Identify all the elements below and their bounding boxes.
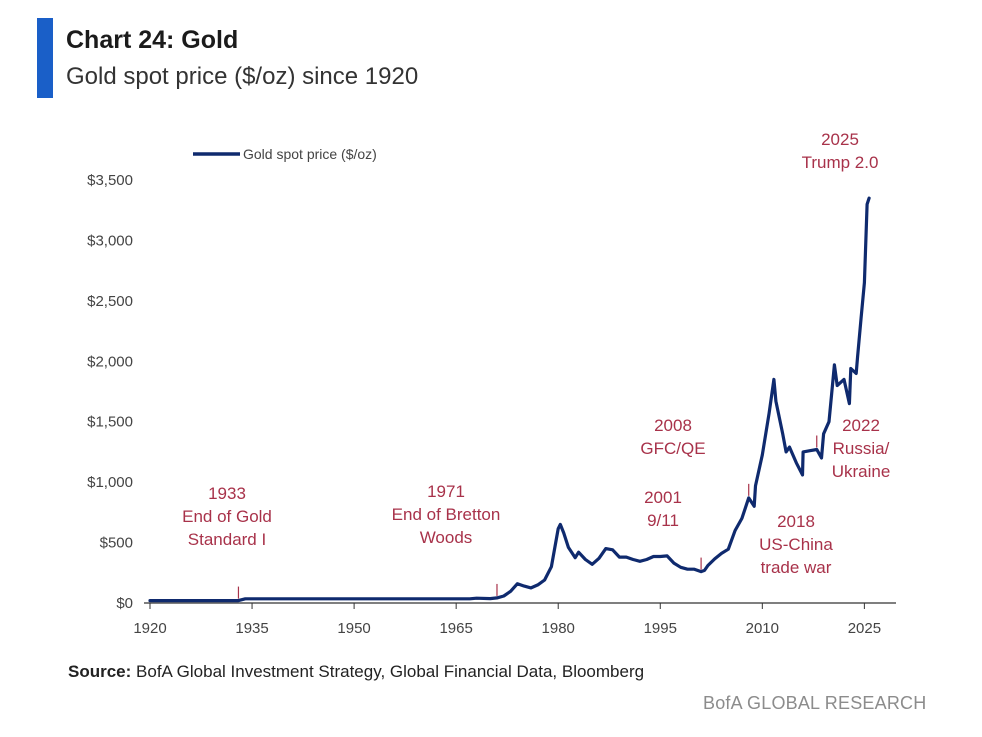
source-text: BofA Global Investment Strategy, Global … [131,662,645,681]
gold-price-line [148,196,871,603]
y-tick-label: $500 [100,535,133,552]
x-tick-label: 1995 [644,620,677,637]
x-tick-label: 2010 [746,620,779,637]
source-label: Source: [68,662,132,681]
accent-bar [37,18,53,98]
annotation-label: 2025 Trump 2.0 [802,130,879,172]
legend-label: Gold spot price ($/oz) [243,146,377,162]
annotation-label: 1971 End of Bretton Woods [392,482,501,547]
y-tick-label: $2,500 [87,293,133,310]
y-tick-label: $2,000 [87,353,133,370]
x-tick-label: 2025 [848,620,881,637]
y-tick-label: $1,000 [87,474,133,491]
y-tick-label: $0 [116,595,133,612]
y-tick-label: $1,500 [87,414,133,431]
x-tick-label: 1980 [542,620,575,637]
x-tick-label: 1935 [235,620,268,637]
chart-title: Chart 24: Gold [66,26,239,54]
x-tick-label: 1965 [439,620,472,637]
chart-subtitle: Gold spot price ($/oz) since 1920 [66,63,419,90]
x-tick-label: 1950 [337,620,370,637]
annotation-label: 2001 9/11 [644,488,682,530]
source-note: Source: BofA Global Investment Strategy,… [68,662,644,682]
annotation-label: 2008 GFC/QE [640,416,705,458]
annotation-label: 2022 Russia/Ukraine [832,416,891,481]
x-tick-label: 1920 [133,620,166,637]
y-tick-label: $3,500 [87,172,133,189]
annotation-label: 1933 End of Gold Standard I [182,484,272,549]
y-tick-label: $3,000 [87,232,133,249]
annotation-label: 2018 US-China trade war [759,512,833,577]
brand-logo-text: BofA GLOBAL RESEARCH [703,693,927,713]
